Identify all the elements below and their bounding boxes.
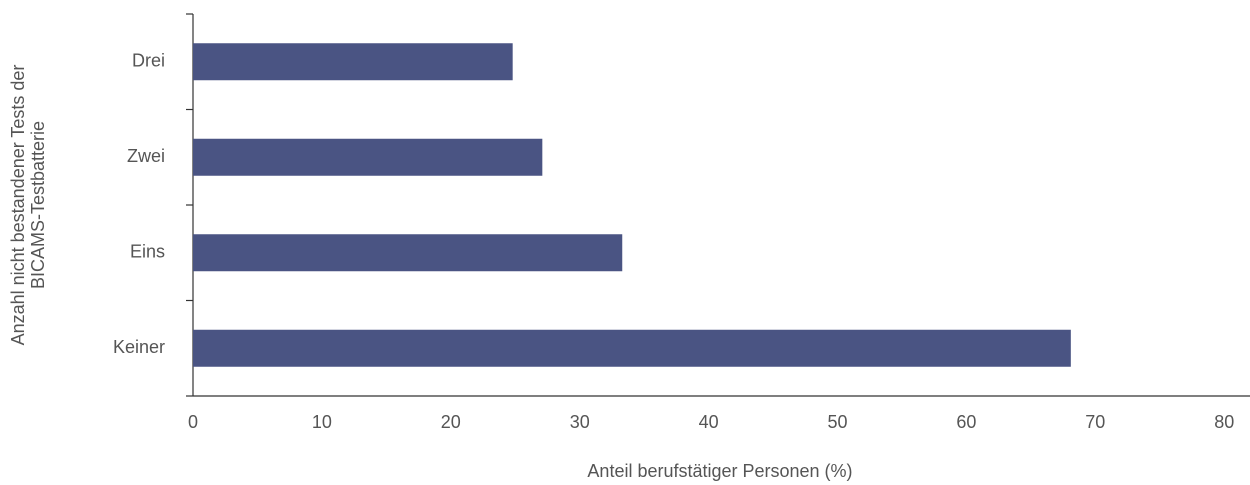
- x-tick-label: 60: [956, 412, 976, 432]
- x-tick-label: 0: [188, 412, 198, 432]
- y-tick-label: Zwei: [127, 146, 165, 166]
- bar: [193, 138, 543, 176]
- y-tick-label: Eins: [130, 242, 165, 262]
- y-axis-label-line: Anzahl nicht bestandener Tests der: [8, 65, 28, 346]
- x-tick-label: 40: [699, 412, 719, 432]
- x-tick-label: 20: [441, 412, 461, 432]
- bar: [193, 43, 513, 81]
- y-tick-label: Drei: [132, 51, 165, 71]
- y-axis-label: Anzahl nicht bestandener Tests der BICAM…: [8, 65, 48, 346]
- y-tick-label: Keiner: [113, 337, 165, 357]
- x-tick-label: 10: [312, 412, 332, 432]
- x-tick-label: 80: [1214, 412, 1234, 432]
- x-tick-label: 50: [827, 412, 847, 432]
- x-tick-label: 30: [570, 412, 590, 432]
- bar: [193, 329, 1071, 367]
- y-axis-label-line: BICAMS-Testbatterie: [28, 121, 48, 289]
- x-axis-label: Anteil berufstätiger Personen (%): [587, 461, 852, 481]
- bar: [193, 234, 623, 272]
- x-tick-label: 70: [1085, 412, 1105, 432]
